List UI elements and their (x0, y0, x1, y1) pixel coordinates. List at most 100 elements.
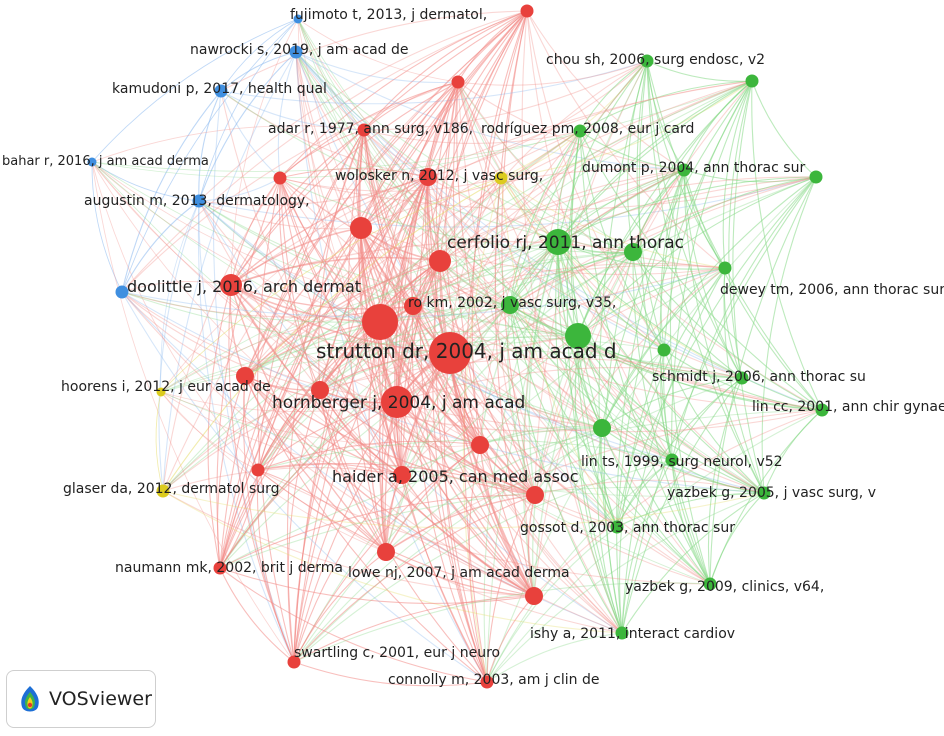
network-node[interactable] (735, 371, 749, 385)
node-label[interactable]: fujimoto t, 2013, j dermatol, (290, 7, 487, 23)
network-node[interactable] (236, 367, 254, 385)
network-node[interactable] (115, 285, 129, 299)
network-node[interactable] (610, 520, 624, 534)
network-node[interactable] (593, 419, 611, 437)
node-label[interactable]: adar r, 1977, ann surg, v186, (268, 121, 473, 137)
network-node[interactable] (404, 297, 422, 315)
network-node[interactable] (624, 243, 642, 261)
link-edge (278, 177, 321, 391)
node-label[interactable]: swartling c, 2001, eur j neuro (294, 645, 500, 661)
network-node[interactable] (480, 675, 494, 689)
node-label[interactable]: gossot d, 2003, ann thorac sur (520, 520, 735, 536)
node-label[interactable]: haider a, 2005, can med assoc (332, 467, 578, 486)
node-label[interactable]: ishy a, 2011, interact cardiov (530, 626, 735, 642)
network-node[interactable] (377, 543, 395, 561)
node-label[interactable]: chou sh, 2006, surg endosc, v2 (546, 52, 765, 68)
network-node[interactable] (357, 123, 371, 137)
network-node[interactable] (429, 250, 451, 272)
network-node[interactable] (251, 463, 265, 477)
network-node[interactable] (815, 403, 829, 417)
node-label[interactable]: schmidt j, 2006, ann thorac su (652, 369, 866, 385)
node-label[interactable]: wolosker n, 2012, j vasc surg, (335, 168, 543, 184)
vosviewer-logo[interactable]: VOSviewer (6, 670, 156, 728)
network-node[interactable] (526, 486, 544, 504)
node-label[interactable]: yazbek g, 2009, clinics, v64, (625, 579, 824, 595)
network-node[interactable] (214, 84, 228, 98)
network-node[interactable] (362, 304, 398, 340)
link-edge (295, 51, 559, 243)
link-edge (230, 177, 281, 286)
network-node[interactable] (192, 194, 206, 208)
node-label[interactable]: lin ts, 1999, surg neurol, v52 (581, 454, 783, 470)
network-node[interactable] (381, 386, 413, 418)
network-node[interactable] (311, 381, 329, 399)
network-node[interactable] (451, 75, 465, 89)
network-node[interactable] (156, 484, 170, 498)
link-edge (401, 304, 511, 476)
node-label[interactable]: naumann mk, 2002, brit j derma (115, 560, 343, 576)
network-node[interactable] (745, 74, 759, 88)
node-label[interactable]: cerfolio rj, 2011, ann thorac (447, 233, 684, 253)
network-node[interactable] (565, 323, 591, 349)
link-edge (293, 474, 403, 663)
network-node[interactable] (289, 45, 303, 59)
network-node[interactable] (640, 54, 654, 68)
link-edge (160, 391, 259, 471)
network-node[interactable] (615, 626, 629, 640)
network-node[interactable] (350, 217, 372, 239)
node-label[interactable]: kamudoni p, 2017, health qual (112, 81, 327, 97)
node-label[interactable]: dumont p, 2004, ann thorac sur (582, 160, 805, 176)
network-node[interactable] (525, 587, 543, 605)
network-node[interactable] (677, 163, 691, 177)
link-edge (486, 409, 823, 683)
network-node[interactable] (393, 466, 411, 484)
node-label[interactable]: connolly m, 2003, am j clin de (388, 672, 599, 688)
node-label[interactable]: hornberger j, 2004, j am acad (272, 393, 525, 413)
network-node[interactable] (718, 261, 732, 275)
network-node[interactable] (703, 577, 717, 591)
network-node[interactable] (520, 4, 534, 18)
network-node[interactable] (220, 274, 242, 296)
nodes-layer (87, 4, 829, 689)
network-node[interactable] (471, 436, 489, 454)
network-node[interactable] (657, 343, 671, 357)
network-node[interactable] (293, 14, 303, 24)
link-edge (533, 169, 685, 597)
network-node[interactable] (213, 561, 227, 575)
network-node[interactable] (494, 171, 508, 185)
node-label[interactable]: yazbek g, 2005, j vasc surg, v (667, 485, 876, 501)
link-edge (160, 391, 403, 476)
node-label[interactable]: augustin m, 2013, dermatology, (84, 193, 310, 209)
network-node[interactable] (419, 168, 437, 186)
link-edge (457, 81, 711, 585)
node-label[interactable]: ro km, 2002, j vasc surg, v35, (408, 295, 616, 311)
network-node[interactable] (156, 387, 166, 397)
network-node[interactable] (273, 171, 287, 185)
node-label[interactable]: rodríguez pm, 2008, eur j card (481, 121, 694, 137)
node-label[interactable]: hoorens i, 2012, j eur acad de (61, 379, 271, 395)
node-label[interactable]: dewey tm, 2006, ann thorac sur (720, 282, 944, 298)
node-label[interactable]: bahar r, 2016, j am acad derma (2, 154, 209, 169)
node-label[interactable]: strutton dr, 2004, j am acad d (316, 339, 617, 363)
link-edge (295, 51, 441, 262)
link-edge (293, 551, 387, 663)
network-node[interactable] (757, 486, 771, 500)
node-label[interactable]: lin cc, 2001, ann chir gynaeco (752, 399, 944, 415)
network-node[interactable] (429, 332, 471, 374)
node-label[interactable]: doolittle j, 2016, arch dermat (127, 277, 361, 296)
network-node[interactable] (665, 453, 679, 467)
link-edge (244, 375, 536, 496)
node-label[interactable]: nawrocki s, 2019, j am acad de (190, 42, 408, 58)
network-node[interactable] (501, 296, 519, 314)
node-label[interactable]: glaser da, 2012, dermatol surg (63, 481, 280, 497)
network-node[interactable] (545, 229, 571, 255)
network-node[interactable] (287, 655, 301, 669)
network-node[interactable] (809, 170, 823, 184)
network-node[interactable] (87, 157, 97, 167)
network-node[interactable] (573, 124, 587, 138)
link-edge (671, 459, 765, 494)
node-label[interactable]: lowe nj, 2007, j am acad derma (348, 565, 570, 581)
link-edge (577, 169, 685, 337)
